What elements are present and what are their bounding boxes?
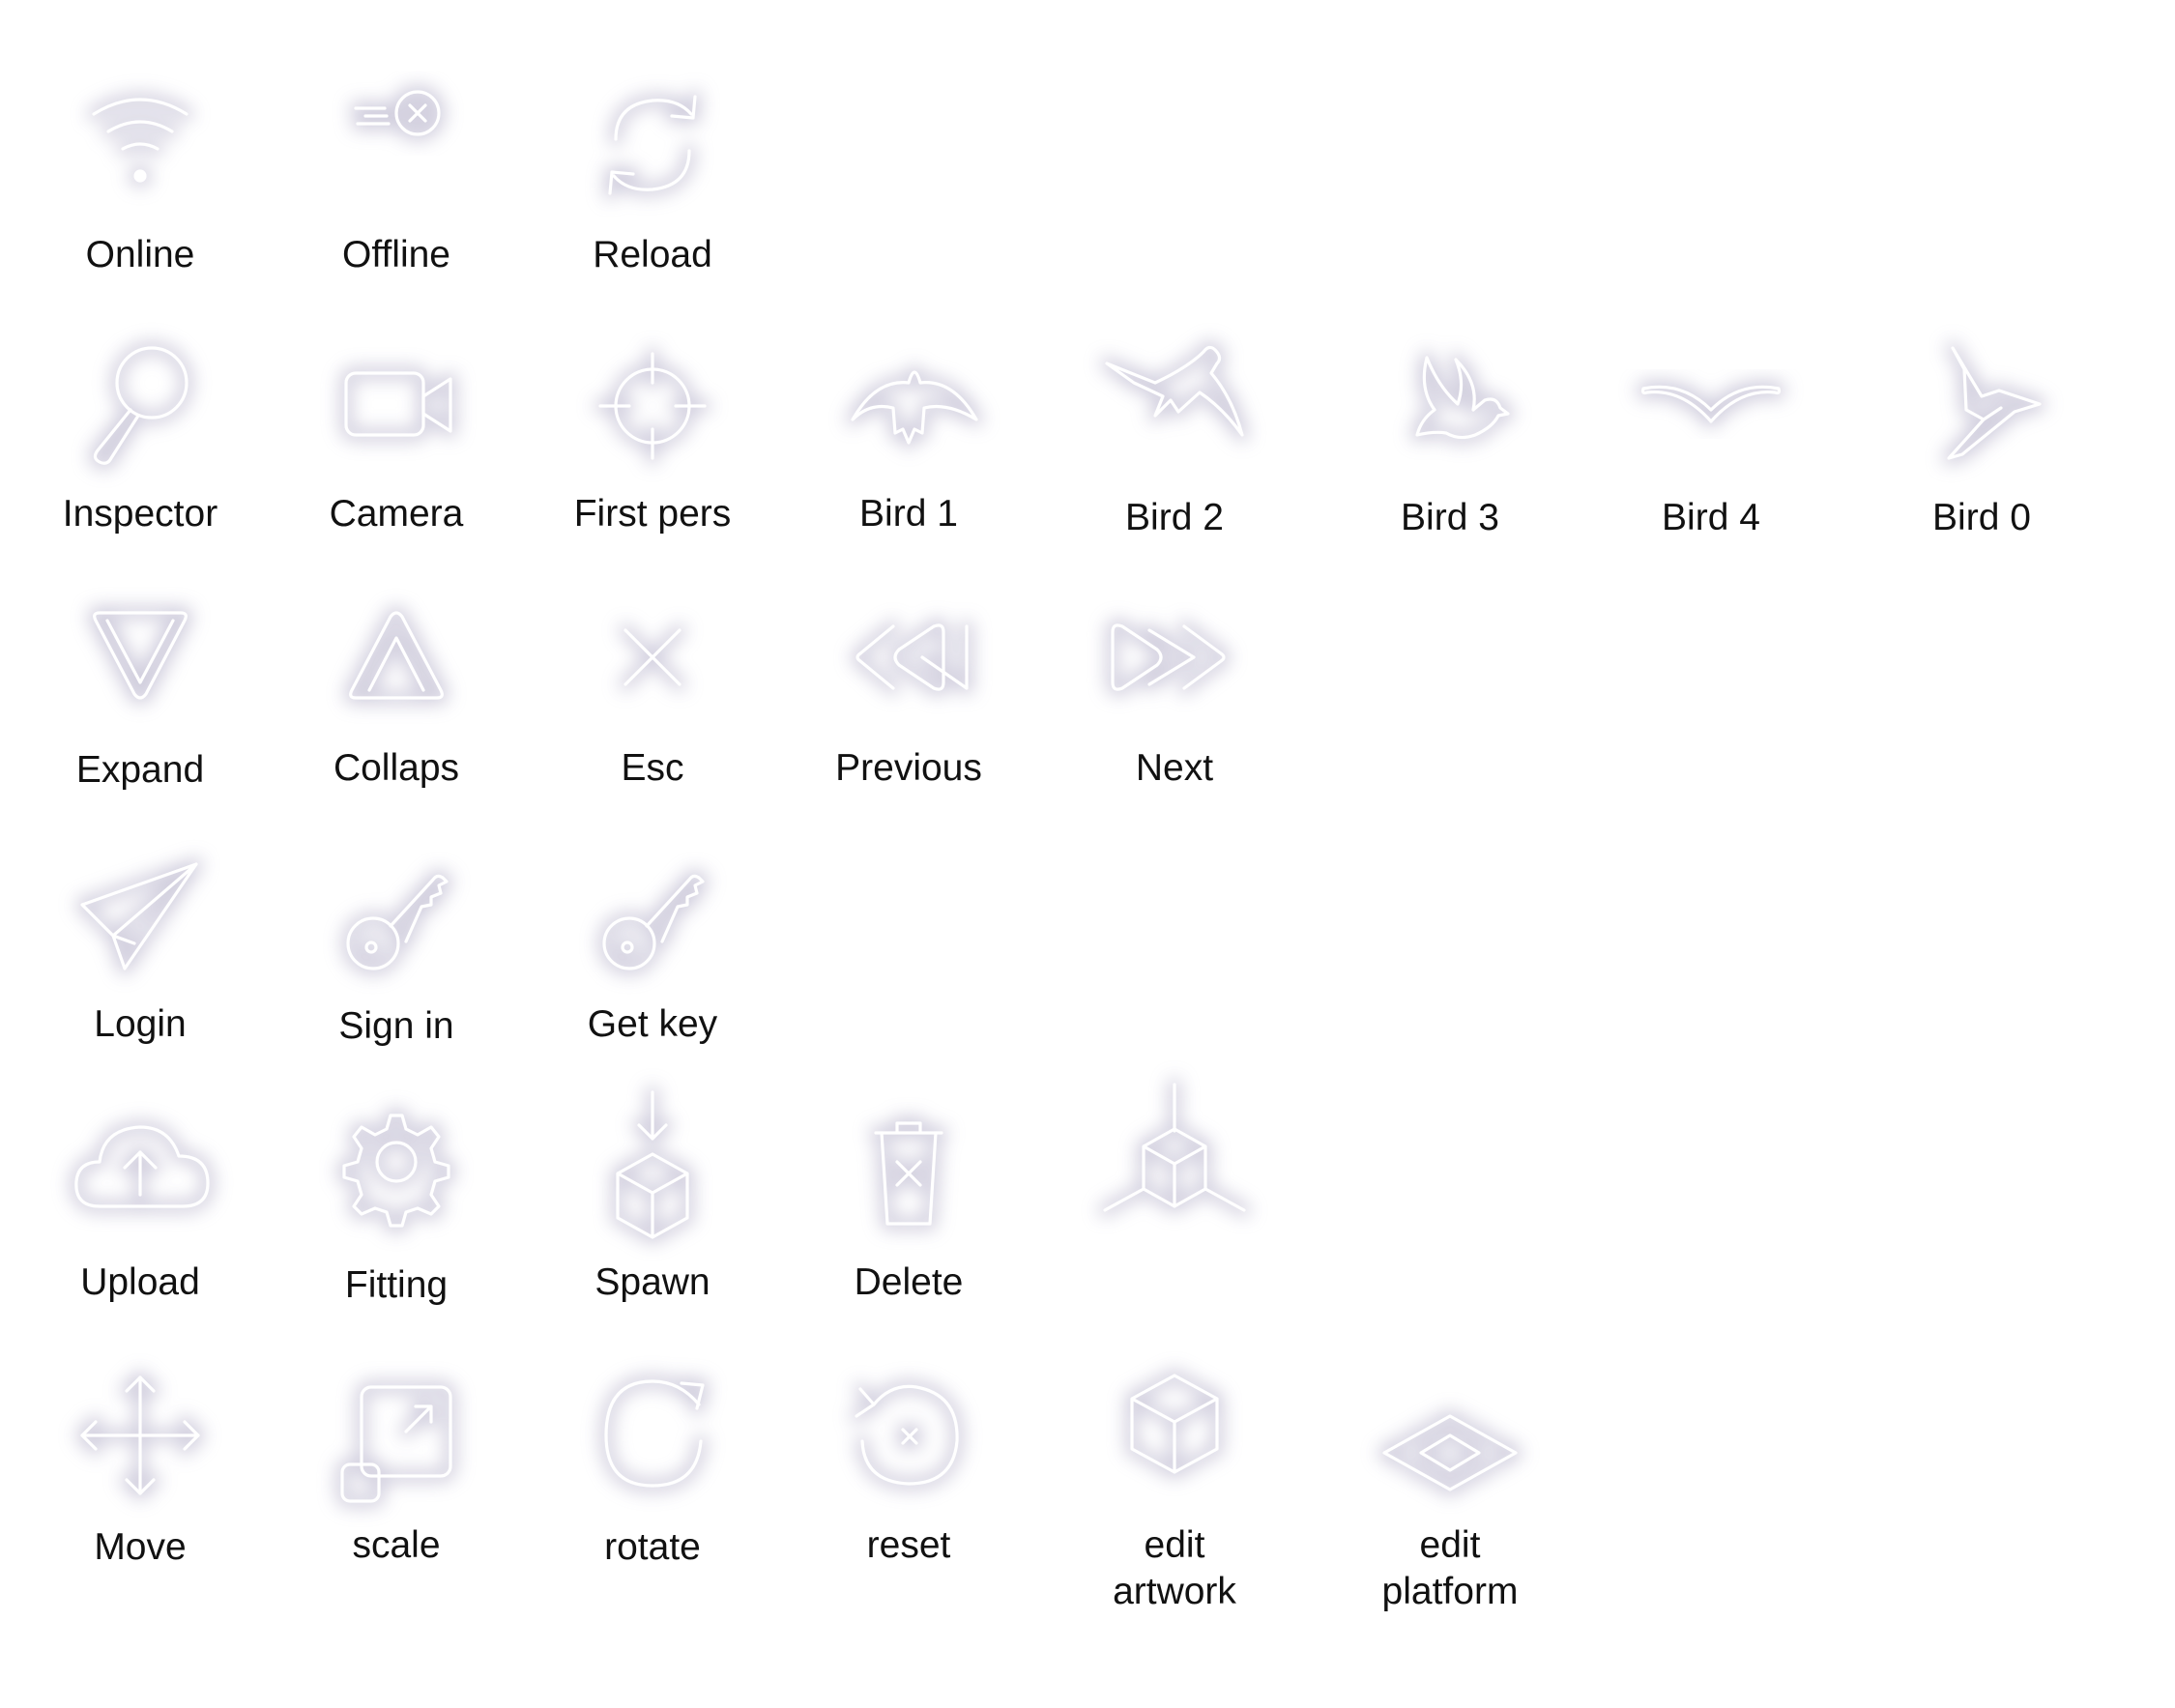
first-pers-icon — [594, 347, 711, 465]
offline-icon — [349, 85, 446, 141]
bird-3-icon — [1410, 351, 1515, 445]
bird-3-label: Bird 3 — [1401, 497, 1499, 538]
bird-3-item[interactable]: Bird 3 — [1353, 319, 1547, 551]
get-key-label: Get key — [587, 1003, 718, 1045]
inspector-item[interactable]: Inspector — [44, 319, 237, 551]
sign-in-label: Sign in — [338, 1005, 454, 1047]
move-icon — [75, 1371, 205, 1500]
edit-platform-icon — [1378, 1409, 1522, 1496]
edit-artwork-icon — [1125, 1369, 1224, 1479]
sign-in-icon — [341, 869, 453, 975]
bird-2-label: Bird 2 — [1125, 497, 1224, 538]
reset-icon — [850, 1379, 965, 1491]
delete-item[interactable]: Delete — [812, 1083, 1005, 1315]
delete-icon — [869, 1116, 948, 1230]
camera-icon — [339, 366, 457, 442]
reset-item[interactable]: reset — [812, 1348, 1005, 1580]
next-item[interactable]: Next — [1078, 570, 1271, 802]
bird-0-icon — [1942, 341, 2046, 465]
collaps-item[interactable]: Collaps — [300, 570, 493, 802]
rotate-icon — [599, 1375, 710, 1492]
upload-icon — [69, 1120, 215, 1213]
reload-label: Reload — [593, 234, 712, 275]
reload-item[interactable]: Reload — [556, 58, 749, 290]
bird-2-icon — [1100, 340, 1249, 442]
offline-label: Offline — [341, 234, 450, 275]
edit-platform-label: edit platform — [1381, 1524, 1519, 1612]
bird-1-item[interactable]: Bird 1 — [812, 319, 1005, 551]
esc-icon — [619, 623, 686, 691]
fitting-item[interactable]: Fitting — [300, 1083, 493, 1315]
online-label: Online — [85, 234, 195, 275]
spawn-item[interactable]: Spawn — [556, 1083, 749, 1315]
get-key-item[interactable]: Get key — [556, 829, 749, 1061]
spawn-label: Spawn — [594, 1261, 710, 1303]
login-item[interactable]: Login — [44, 829, 237, 1061]
spawn-icon — [611, 1086, 694, 1244]
reset-label: reset — [866, 1524, 951, 1566]
bird-4-label: Bird 4 — [1662, 497, 1760, 538]
esc-item[interactable]: Esc — [556, 570, 749, 802]
bird-4-icon — [1636, 380, 1786, 428]
online-item[interactable]: Online — [44, 58, 237, 290]
rotate-label: rotate — [604, 1526, 701, 1568]
edit-artwork-label: edit artwork — [1113, 1524, 1236, 1612]
login-label: Login — [94, 1003, 187, 1045]
reload-icon — [603, 90, 702, 200]
bird-2-item[interactable]: Bird 2 — [1078, 319, 1271, 551]
previous-label: Previous — [835, 747, 982, 789]
bird-4-item[interactable]: Bird 4 — [1614, 319, 1808, 551]
fitting-label: Fitting — [344, 1264, 449, 1306]
previous-icon — [851, 618, 973, 697]
axes-cube-item[interactable] — [1078, 1078, 1271, 1315]
collaps-label: Collaps — [333, 747, 460, 789]
bird-1-icon — [846, 365, 983, 449]
next-label: Next — [1135, 747, 1214, 789]
first-pers-label: First pers — [573, 493, 732, 535]
first-pers-item[interactable]: First pers — [556, 319, 749, 551]
previous-item[interactable]: Previous — [812, 570, 1005, 802]
bird-0-item[interactable]: Bird 0 — [1885, 319, 2078, 551]
login-icon — [75, 857, 203, 975]
edit-artwork-item[interactable]: edit artwork — [1078, 1348, 1271, 1612]
edit-platform-item[interactable]: edit platform — [1353, 1348, 1547, 1612]
rotate-item[interactable]: rotate — [556, 1348, 749, 1580]
camera-item[interactable]: Camera — [300, 319, 493, 551]
offline-item[interactable]: Offline — [300, 58, 493, 290]
upload-item[interactable]: Upload — [44, 1083, 237, 1315]
fitting-icon — [337, 1109, 455, 1232]
bird-0-label: Bird 0 — [1932, 497, 2031, 538]
next-icon — [1106, 618, 1231, 697]
online-icon — [87, 93, 193, 188]
scale-label: scale — [352, 1524, 441, 1566]
collaps-icon — [343, 606, 450, 705]
upload-label: Upload — [80, 1261, 200, 1303]
sign-in-item[interactable]: Sign in — [300, 829, 493, 1061]
move-label: Move — [94, 1526, 187, 1568]
scale-icon — [335, 1380, 457, 1508]
inspector-icon — [88, 341, 193, 471]
expand-icon — [87, 606, 193, 705]
axes-cube-icon — [1098, 1078, 1251, 1217]
move-item[interactable]: Move — [44, 1348, 237, 1580]
esc-label: Esc — [621, 747, 684, 789]
inspector-label: Inspector — [62, 493, 218, 535]
bird-1-label: Bird 1 — [859, 493, 958, 535]
expand-label: Expand — [75, 749, 205, 791]
expand-item[interactable]: Expand — [44, 570, 237, 802]
delete-label: Delete — [854, 1261, 964, 1303]
get-key-icon — [597, 869, 710, 975]
camera-label: Camera — [329, 493, 464, 535]
scale-item[interactable]: scale — [300, 1348, 493, 1580]
